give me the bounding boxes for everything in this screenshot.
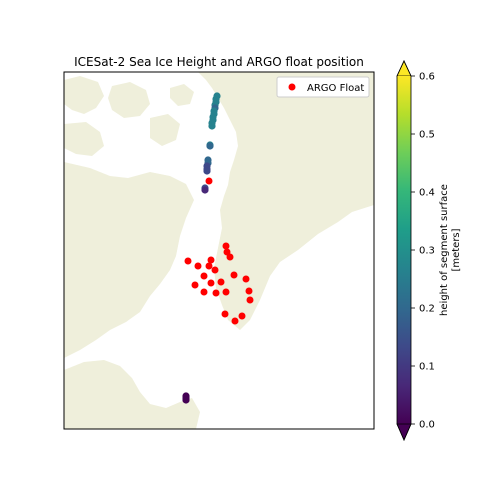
- icesat2-segment: [182, 396, 190, 404]
- argo-float-marker: [184, 257, 192, 265]
- icesat2-segment: [201, 186, 209, 194]
- argo-float-marker: [222, 288, 230, 296]
- icesat2-segment: [208, 122, 216, 130]
- legend-box: [276, 76, 370, 98]
- argo-float-marker: [200, 288, 208, 296]
- greenland-landmass: [198, 72, 374, 330]
- legend-label: ARGO Float: [307, 83, 364, 94]
- argo-float-marker: [221, 310, 229, 318]
- map-title: ICESat-2 Sea Ice Height and ARGO float p…: [74, 55, 364, 69]
- arctic-island-5: [170, 84, 194, 106]
- argo-float-marker: [242, 275, 250, 283]
- colorbar-extend-top: [396, 60, 412, 77]
- argo-float-marker: [230, 271, 238, 279]
- argo-float-marker: [222, 242, 230, 250]
- colorbar-gradient: [397, 76, 411, 424]
- labrador: [64, 360, 200, 429]
- iceland: [346, 170, 374, 198]
- argo-float-marker: [200, 272, 208, 280]
- colorbar-label-line2: [meters]: [451, 228, 462, 271]
- colorbar-extend-bottom: [396, 423, 412, 441]
- baffin-island: [64, 162, 194, 358]
- legend: ARGO Float: [276, 76, 370, 98]
- argo-float-marker: [194, 262, 202, 270]
- argo-float-marker: [226, 253, 234, 261]
- argo-float-marker: [211, 266, 219, 274]
- colorbar-tick-label: 0.0: [419, 420, 435, 431]
- icesat2-segment: [206, 142, 214, 150]
- land-layer: [64, 72, 374, 429]
- colorbar-ticks: 0.0 0.1 0.2 0.3 0.4 0.5 0.6: [411, 72, 435, 431]
- argo-float-marker: [245, 287, 253, 295]
- argo-float-marker: [246, 296, 254, 304]
- argo-float-marker: [205, 177, 213, 185]
- colorbar-tick-label: 0.4: [419, 188, 435, 199]
- argo-floats: [184, 177, 254, 325]
- colorbar-tick-label: 0.1: [419, 362, 435, 373]
- colorbar-tick-label: 0.6: [419, 72, 435, 83]
- argo-float-marker: [191, 281, 199, 289]
- arctic-island-3: [150, 114, 180, 146]
- colorbar: 0.0 0.1 0.2 0.3 0.4 0.5 0.6 height of segment …: [396, 60, 462, 441]
- map-frame: [63, 71, 375, 430]
- argo-float-marker: [238, 312, 246, 320]
- colorbar-tick-label: 0.3: [419, 246, 435, 257]
- colorbar-tick-label: 0.5: [419, 130, 435, 141]
- argo-float-marker: [207, 279, 215, 287]
- icesat2-segment: [203, 167, 211, 175]
- colorbar-tick-label: 0.2: [419, 304, 435, 315]
- legend-marker: [288, 83, 296, 91]
- arctic-island-2: [108, 82, 150, 118]
- arctic-island-1: [64, 76, 104, 114]
- argo-float-marker: [231, 317, 239, 325]
- colorbar-label-line1: height of segment surface: [439, 184, 450, 316]
- argo-float-marker: [205, 262, 213, 270]
- icesat2-track: [182, 92, 221, 404]
- argo-float-marker: [207, 256, 215, 264]
- map-axes: [63, 71, 375, 430]
- arctic-island-4: [64, 122, 104, 156]
- argo-float-marker: [212, 289, 220, 297]
- argo-float-marker: [217, 278, 225, 286]
